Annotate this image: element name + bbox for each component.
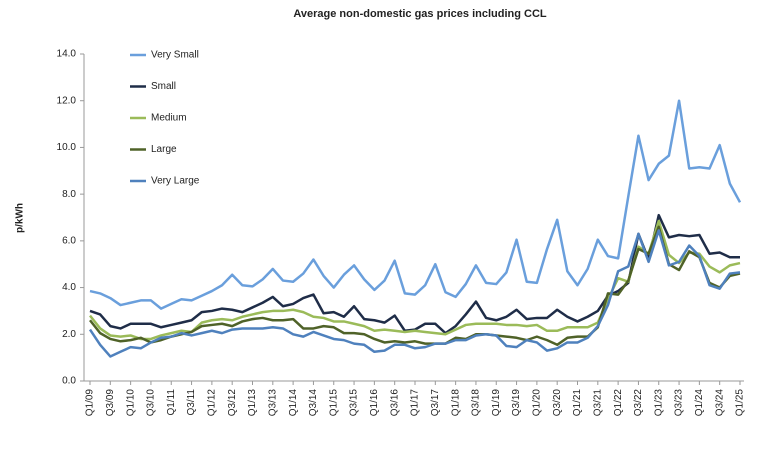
x-tick-label: Q1/18	[450, 389, 461, 417]
y-tick-label: 10.0	[57, 142, 77, 153]
x-tick-label: Q1/12	[207, 389, 218, 417]
x-tick-label: Q3/22	[633, 389, 644, 417]
x-tick-label: Q3/20	[552, 389, 563, 417]
y-tick-label: 2.0	[62, 329, 76, 340]
x-tick-label: Q1/09	[85, 389, 96, 417]
x-tick-label: Q1/16	[369, 389, 380, 417]
y-tick-label: 0.0	[62, 376, 76, 387]
x-tick-label: Q3/11	[186, 389, 197, 416]
y-tick-label: 4.0	[62, 282, 76, 293]
x-tick-label: Q1/15	[328, 389, 339, 417]
x-tick-label: Q3/23	[674, 389, 685, 417]
x-tick-label: Q3/12	[227, 389, 238, 417]
x-tick-label: Q3/17	[430, 389, 441, 417]
y-tick-label: 8.0	[62, 189, 76, 200]
x-tick-label: Q1/21	[572, 389, 583, 417]
x-tick-label: Q3/09	[105, 389, 116, 417]
y-tick-label: 6.0	[62, 235, 76, 246]
y-axis-label: p/kWh	[15, 203, 26, 233]
legend-label: Large	[151, 144, 177, 155]
y-tick-label: 14.0	[57, 49, 77, 60]
x-tick-label: Q3/16	[389, 389, 400, 417]
y-tick-label: 12.0	[57, 95, 77, 106]
series-line	[88, 229, 741, 358]
x-tick-label: Q1/17	[410, 389, 421, 417]
legend-label: Medium	[151, 113, 187, 124]
x-tick-label: Q3/15	[349, 389, 360, 417]
series-line	[89, 213, 740, 335]
x-tick-label: Q1/19	[491, 389, 502, 417]
x-tick-label: Q1/20	[532, 389, 543, 417]
legend-label: Small	[151, 81, 176, 92]
series-line	[89, 225, 741, 347]
x-tick-label: Q1/10	[125, 389, 136, 417]
chart-title: Average non-domestic gas prices includin…	[293, 8, 547, 20]
x-tick-label: Q3/10	[146, 389, 157, 417]
x-tick-label: Q3/14	[308, 389, 319, 417]
x-tick-label: Q3/13	[267, 389, 278, 417]
x-tick-label: Q3/24	[714, 389, 725, 417]
x-tick-label: Q1/24	[694, 389, 705, 417]
x-tick-label: Q3/18	[471, 389, 482, 417]
legend-label: Very Small	[151, 50, 199, 61]
x-tick-label: Q1/22	[613, 389, 624, 417]
x-tick-label: Q1/14	[288, 389, 299, 417]
x-tick-label: Q1/25	[735, 389, 746, 417]
x-tick-label: Q3/21	[592, 389, 603, 417]
x-tick-label: Q3/19	[511, 389, 522, 417]
series-line	[89, 99, 742, 310]
x-tick-label: Q1/13	[247, 389, 258, 417]
x-tick-label: Q1/23	[653, 389, 664, 417]
x-tick-label: Q1/11	[166, 389, 177, 416]
legend-label: Very Large	[151, 176, 200, 187]
